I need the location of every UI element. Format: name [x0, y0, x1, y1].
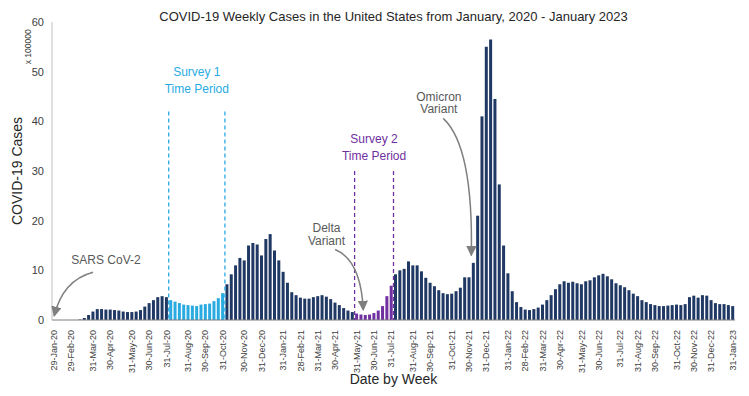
svg-text:31-Dec-21: 31-Dec-21	[481, 330, 491, 372]
svg-text:50: 50	[32, 66, 44, 78]
svg-text:40: 40	[32, 115, 44, 127]
svg-text:31-May-21: 31-May-21	[352, 330, 362, 373]
svg-text:30-Nov-20: 30-Nov-20	[239, 330, 249, 372]
svg-text:Omicron: Omicron	[416, 90, 461, 104]
svg-text:31-May-22: 31-May-22	[577, 330, 587, 373]
svg-text:10: 10	[32, 264, 44, 276]
svg-text:COVID-19 Weekly Cases in the U: COVID-19 Weekly Cases in the United Stat…	[159, 9, 627, 24]
svg-text:Survey 1: Survey 1	[173, 65, 221, 79]
svg-text:29-Jan-20: 29-Jan-20	[49, 330, 59, 371]
svg-text:30-Sep-21: 30-Sep-21	[425, 330, 435, 372]
svg-text:31-Dec-22: 31-Dec-22	[706, 330, 716, 372]
svg-text:31-Aug-20: 31-Aug-20	[183, 330, 193, 372]
svg-text:Time Period: Time Period	[165, 82, 229, 96]
svg-text:30-Jun-21: 30-Jun-21	[369, 330, 379, 371]
svg-text:31-Oct-21: 31-Oct-21	[447, 330, 457, 370]
svg-text:31-Jul-21: 31-Jul-21	[386, 330, 396, 368]
svg-text:30-Apr-21: 30-Apr-21	[330, 330, 340, 370]
svg-text:20: 20	[32, 215, 44, 227]
svg-text:30: 30	[32, 165, 44, 177]
svg-text:30-Nov-21: 30-Nov-21	[464, 330, 474, 372]
svg-text:SARS CoV-2: SARS CoV-2	[71, 253, 141, 267]
svg-text:Survey 2: Survey 2	[350, 132, 398, 146]
svg-text:31-Dec-20: 31-Dec-20	[257, 330, 267, 372]
svg-text:31-Mar-21: 31-Mar-21	[313, 330, 323, 372]
svg-text:30-Nov-22: 30-Nov-22	[689, 330, 699, 372]
svg-text:31-Mar-22: 31-Mar-22	[538, 330, 548, 372]
svg-text:Date by Week: Date by Week	[350, 371, 439, 387]
svg-text:28-Feb-21: 28-Feb-21	[296, 330, 306, 372]
svg-text:31-Aug-21: 31-Aug-21	[408, 330, 418, 372]
svg-text:30-Apr-20: 30-Apr-20	[105, 330, 115, 370]
svg-text:0: 0	[38, 314, 44, 326]
svg-text:31-Jul-22: 31-Jul-22	[615, 330, 625, 368]
svg-text:31-Jul-20: 31-Jul-20	[162, 330, 172, 368]
svg-text:31-Oct-20: 31-Oct-20	[218, 330, 228, 370]
svg-text:30-Apr-22: 30-Apr-22	[555, 330, 565, 370]
svg-text:31-Aug-22: 31-Aug-22	[633, 330, 643, 372]
svg-text:31-Jan-21: 31-Jan-21	[278, 330, 288, 371]
svg-text:Time Period: Time Period	[342, 149, 406, 163]
svg-text:COVID-19 Cases: COVID-19 Cases	[9, 117, 25, 225]
svg-text:31-Mar-20: 31-Mar-20	[88, 330, 98, 372]
svg-text:Variant: Variant	[420, 102, 458, 116]
svg-text:31-May-20: 31-May-20	[127, 330, 137, 373]
svg-text:29-Feb-20: 29-Feb-20	[66, 330, 76, 372]
svg-text:30-Jun-20: 30-Jun-20	[144, 330, 154, 371]
svg-text:30-Sep-20: 30-Sep-20	[200, 330, 210, 372]
svg-text:28-Feb-22: 28-Feb-22	[520, 330, 530, 372]
svg-text:31-Jan-22: 31-Jan-22	[503, 330, 513, 371]
svg-text:31-Oct-22: 31-Oct-22	[672, 330, 682, 370]
svg-text:60: 60	[32, 16, 44, 28]
svg-text:x 100000: x 100000	[23, 29, 33, 64]
svg-text:30-Sep-22: 30-Sep-22	[650, 330, 660, 372]
svg-text:Delta: Delta	[312, 221, 340, 235]
svg-text:31-Jan-23: 31-Jan-23	[728, 330, 738, 371]
svg-text:30-Jun-22: 30-Jun-22	[594, 330, 604, 371]
svg-text:Variant: Variant	[308, 234, 346, 248]
